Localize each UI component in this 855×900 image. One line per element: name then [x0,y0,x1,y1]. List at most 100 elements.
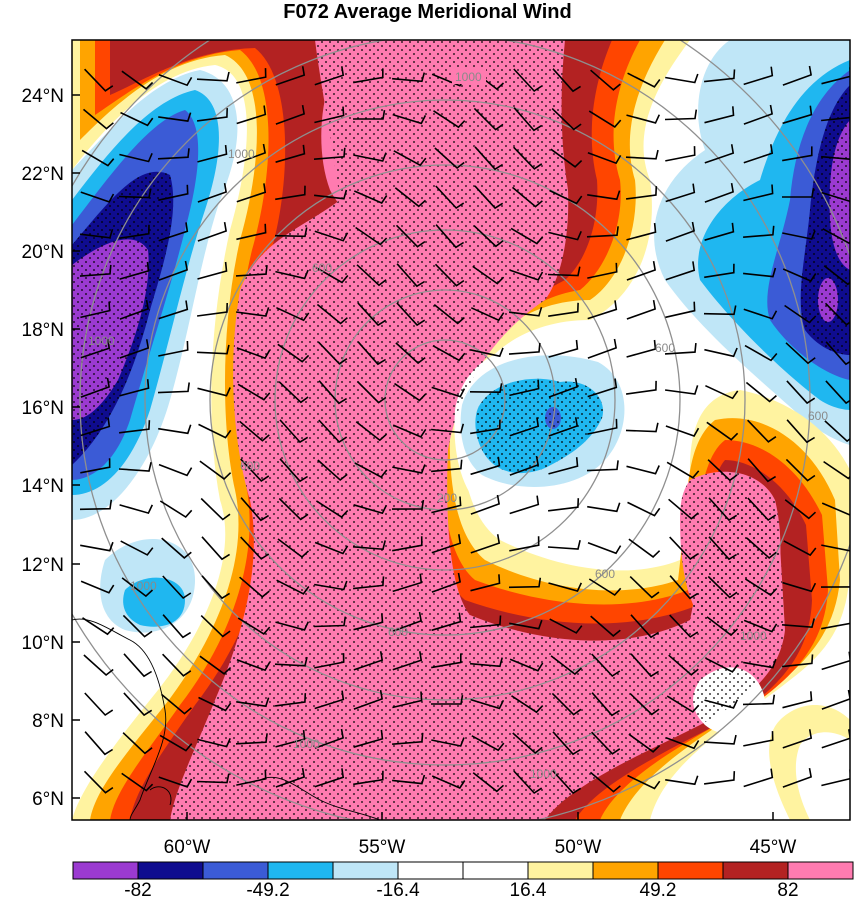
wind-barb [665,73,699,84]
contour-label: 600 [655,341,675,355]
wind-barb [745,381,777,403]
wind-barb [157,148,190,160]
wind-barb [353,689,384,710]
wind-barb [162,575,192,600]
wind-barb [431,386,466,398]
wind-barb [509,455,540,476]
wind-barb [665,425,700,437]
wind-barb [587,338,618,359]
wind-barb [119,299,150,320]
wind-barb [431,737,465,747]
wind-barb [548,582,583,592]
contour-label: 600 [312,261,332,275]
wind-barb [782,581,817,593]
wind-barb [314,653,345,669]
wind-barb [513,107,543,132]
wind-barb [119,261,150,280]
wind-barb [357,341,387,366]
lat-tick-label: 18°N [22,320,64,341]
wind-barb [781,618,815,629]
wind-barb [669,536,699,560]
wind-barb [470,615,502,629]
wind-barb [275,104,306,125]
wind-barb [747,419,777,443]
wind-barb [587,418,618,435]
wind-barb [158,112,192,122]
wind-barb [470,494,501,515]
wind-barb [708,497,738,522]
wind-barb [118,188,152,199]
wind-barb [237,617,271,635]
wind-barb [665,183,696,203]
wind-barb [355,226,388,246]
wind-barb [353,770,384,786]
wind-barb [431,653,462,669]
wind-barb [392,113,427,125]
wind-barb [313,147,346,160]
wind-barb [119,224,150,239]
wind-barb [80,458,111,474]
wind-barb [84,68,114,92]
wind-barb [121,772,154,792]
wind-barb [508,577,542,589]
wind-barb [470,347,504,358]
wind-barb [392,774,426,785]
wind-barb [668,654,699,676]
wind-barb [392,611,423,632]
wind-barb [665,775,699,786]
wind-barb [664,385,699,395]
wind-barb [743,66,774,86]
wind-barb [197,387,231,397]
lat-tick-label: 20°N [22,242,64,263]
wind-barb [552,731,582,756]
wind-barb [591,653,621,678]
wind-barb [353,152,387,162]
wind-barb [431,612,462,632]
wind-barb [513,146,543,170]
wind-barb [703,305,737,316]
wind-barb [509,306,543,317]
colorbar-label: -82 [124,880,151,900]
lat-labels: 24°N 22°N 20°N 18°N 16°N 14°N 12°N 10°N … [22,86,64,810]
wind-barb [669,614,699,638]
colorbar-label: -49.2 [246,880,289,900]
wind-barb [590,615,621,637]
wind-barb [704,182,735,203]
wind-barb [747,458,777,483]
wind-barb [118,462,152,472]
contour-label: 1000 [88,334,115,348]
wind-barb [431,423,465,434]
wind-barb [782,187,815,198]
wind-barb [196,344,230,355]
wind-barb [626,114,661,124]
wind-barb [626,223,657,241]
wind-barb [587,502,621,513]
wind-barb [786,380,816,405]
wind-barb [396,263,426,288]
wind-barb [431,496,462,514]
wind-barb [744,344,778,362]
wind-barb [119,339,150,359]
wind-barb [276,579,310,595]
wind-barb [200,497,231,521]
wind-barb [197,261,228,280]
wind-barb [548,417,579,437]
wind-barb [162,653,192,677]
wind-barb [196,108,228,122]
wind-barb [198,423,232,439]
wind-barb [158,222,189,242]
contour-label: 1000 [228,147,255,161]
wind-barb [665,221,696,242]
wind-barb [355,421,388,442]
map-title: F072 Average Meridional Wind [283,1,572,23]
colorbar-label: -16.4 [376,880,420,900]
wind-barb [236,697,270,708]
colorbar-swatch [137,861,204,880]
wind-barb [314,66,345,86]
wind-barb [431,572,462,593]
wind-barb [548,302,579,317]
wind-barb [235,733,268,745]
wind-barb [586,226,619,238]
wind-barb [785,458,816,482]
wind-barb [824,302,850,326]
